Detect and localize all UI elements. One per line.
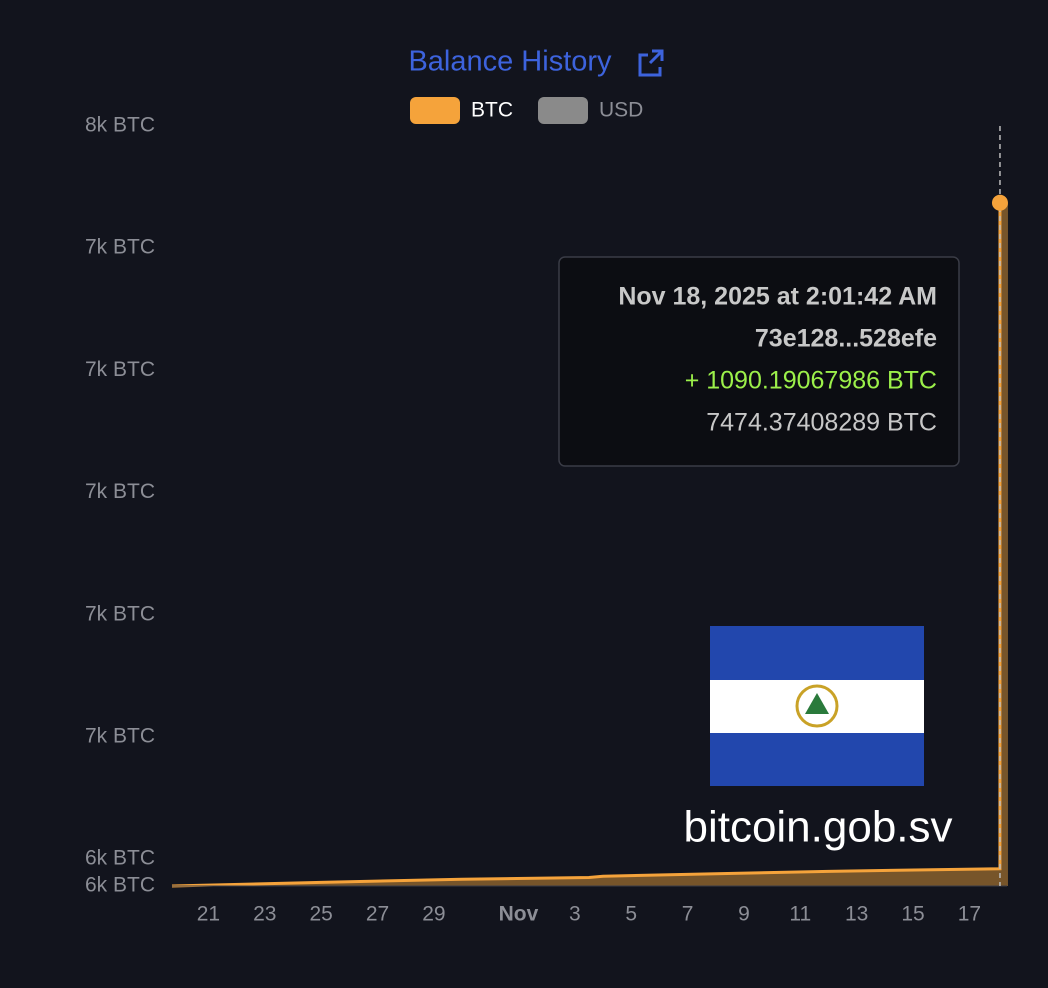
tooltip-box [558,256,960,467]
y-tick-label: 7k BTC [85,358,155,381]
y-tick-label: 7k BTC [85,724,155,747]
legend-label[interactable]: USD [599,99,643,122]
y-tick-label: 7k BTC [85,480,155,503]
y-tick-label: 7k BTC [85,602,155,625]
legend-swatch[interactable] [410,97,460,124]
x-tick-label: 11 [789,903,811,926]
y-tick-label: 6k BTC [85,874,155,897]
y-tick-label: 6k BTC [85,847,155,870]
x-tick-label: 3 [569,903,581,926]
x-tick-label: 17 [958,903,981,926]
legend-swatch[interactable] [538,97,588,124]
x-tick-label: 23 [253,903,276,926]
x-tick-label: 13 [845,903,868,926]
tooltip-change: + 1090.19067986 BTC [685,367,937,395]
x-tick-label: 15 [901,903,924,926]
watermark: bitcoin.gob.sv [683,803,952,852]
x-tick-label: 27 [366,903,389,926]
tooltip-tx: 73e128...528efe [755,325,937,353]
chart-title[interactable]: Balance History [408,46,612,78]
x-tick-label: 5 [625,903,637,926]
hover-point [991,194,1008,211]
line [171,202,1002,888]
x-tick-label: 9 [738,903,750,926]
external-link-icon[interactable] [638,49,664,77]
legend-label[interactable]: BTC [471,99,513,122]
x-tick-label: 29 [422,903,445,926]
x-tick-label: Nov [499,903,539,926]
y-tick-label: 7k BTC [85,236,155,259]
y-tick-label: 8k BTC [85,114,155,137]
flag [710,626,924,786]
x-tick-label: 7 [682,903,694,926]
x-tick-label: 25 [309,903,332,926]
tooltip-date: Nov 18, 2025 at 2:01:42 AM [618,283,937,311]
x-tick-label: 21 [197,903,220,926]
tooltip-balance: 7474.37408289 BTC [706,409,937,437]
